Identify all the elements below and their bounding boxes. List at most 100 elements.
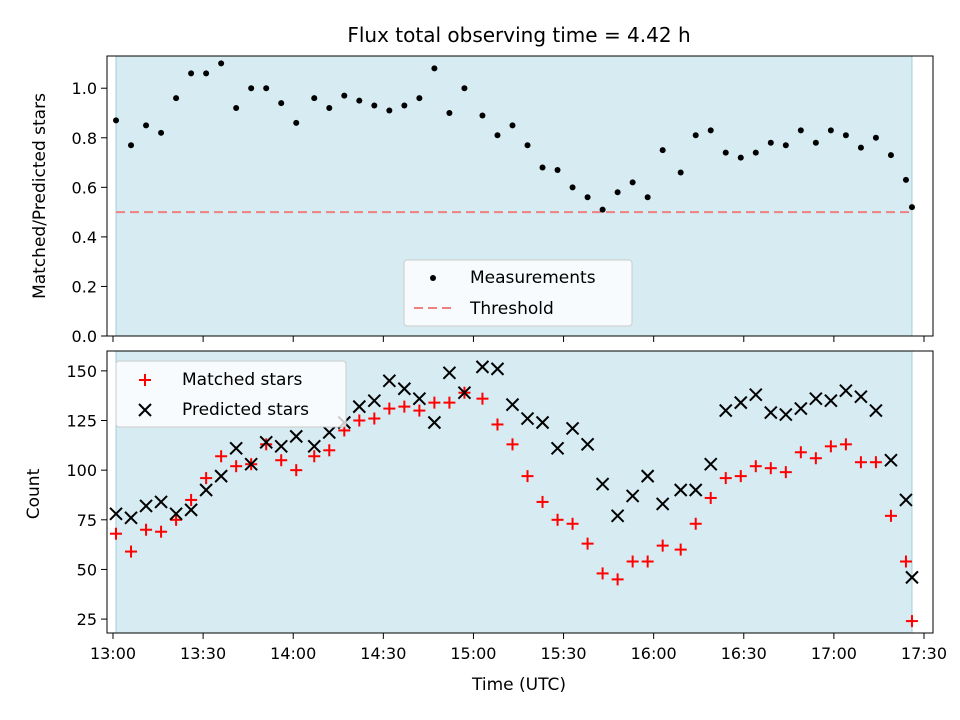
matched-point bbox=[140, 523, 153, 536]
predicted-point bbox=[535, 415, 550, 430]
y-tick-label: 1.0 bbox=[72, 79, 97, 98]
matched-point bbox=[884, 509, 897, 522]
y-tick-label: 0.8 bbox=[72, 129, 97, 148]
measurement-point bbox=[248, 85, 255, 92]
matched-point bbox=[323, 444, 336, 457]
matched-point bbox=[656, 539, 669, 552]
matched-point bbox=[824, 440, 837, 453]
measurement-point bbox=[431, 65, 438, 72]
legend-marker-predicted bbox=[138, 403, 152, 417]
predicted-point-b bbox=[689, 483, 703, 497]
predicted-point bbox=[520, 411, 535, 426]
measurement-point bbox=[569, 184, 576, 191]
predicted-point bbox=[905, 570, 919, 585]
predicted-point-b bbox=[322, 425, 336, 440]
predicted-point-b bbox=[824, 393, 838, 408]
legend-box bbox=[115, 360, 347, 428]
predicted-point bbox=[565, 421, 580, 436]
measurement-point bbox=[902, 176, 909, 183]
matched-point bbox=[905, 615, 918, 628]
predicted-point-b bbox=[640, 469, 655, 483]
predicted-point-b bbox=[154, 495, 168, 509]
predicted-point bbox=[839, 384, 853, 398]
x-tick-label: 17:30 bbox=[901, 644, 947, 663]
predicted-point bbox=[673, 483, 688, 497]
predicted-point bbox=[734, 395, 748, 410]
predicted-point bbox=[824, 393, 838, 408]
legend-marker-predicted-b bbox=[138, 403, 152, 417]
predicted-point-b bbox=[199, 483, 213, 497]
matched-point bbox=[230, 460, 243, 473]
legend-box bbox=[403, 259, 633, 327]
matched-point bbox=[506, 438, 519, 451]
predicted-point bbox=[854, 389, 868, 404]
x-tick-label: 13:30 bbox=[180, 644, 226, 663]
matched-point bbox=[869, 456, 882, 469]
predicted-point bbox=[169, 507, 183, 521]
predicted-point-b bbox=[490, 362, 505, 376]
measurement-point bbox=[584, 194, 591, 201]
predicted-point-b bbox=[779, 407, 793, 422]
predicted-point-b bbox=[580, 437, 595, 452]
matched-point bbox=[290, 464, 303, 477]
measurement-point bbox=[629, 179, 636, 186]
predicted-point bbox=[259, 435, 273, 450]
predicted-point-b bbox=[184, 503, 198, 517]
x-tick-label: 16:00 bbox=[631, 644, 677, 663]
predicted-point-b bbox=[397, 382, 412, 396]
matched-point bbox=[275, 454, 288, 467]
predicted-point-b bbox=[610, 509, 625, 523]
bottom-panel: 25 50 75 100 125 150 13:00 13:30 14:00 14:30 15:00… bbox=[66, 350, 947, 663]
predicted-point-b bbox=[884, 453, 898, 467]
measurement-point bbox=[188, 70, 195, 77]
measurement-point bbox=[812, 139, 819, 146]
matched-point bbox=[734, 470, 747, 483]
matched-point bbox=[719, 472, 732, 485]
matched-point bbox=[566, 517, 579, 530]
matched-point bbox=[185, 493, 198, 506]
matched-point bbox=[779, 466, 792, 479]
predicted-point-b bbox=[244, 457, 258, 471]
matched-point bbox=[383, 402, 396, 415]
predicted-point-b bbox=[535, 415, 550, 430]
predicted-point bbox=[689, 483, 703, 497]
predicted-point-b bbox=[214, 469, 228, 483]
predicted-point-b bbox=[259, 435, 273, 450]
measurement-point bbox=[509, 122, 516, 129]
matched-point bbox=[353, 414, 366, 427]
measurement-point bbox=[326, 105, 333, 112]
predicted-point-b bbox=[854, 389, 868, 404]
x-axis-label: Time (UTC) bbox=[471, 675, 566, 695]
predicted-point bbox=[307, 439, 321, 454]
matched-point bbox=[839, 438, 852, 451]
matched-point bbox=[704, 491, 717, 504]
matched-point bbox=[689, 517, 702, 530]
matched-point bbox=[125, 545, 138, 558]
predicted-point-b bbox=[869, 403, 883, 418]
matched-point bbox=[443, 396, 456, 409]
matched-point bbox=[581, 537, 594, 550]
matched-point bbox=[413, 404, 426, 417]
x-tick-label: 14:00 bbox=[270, 644, 316, 663]
y-tick-label: 0.0 bbox=[72, 327, 97, 346]
predicted-point-b bbox=[307, 439, 321, 454]
matched-point bbox=[398, 400, 411, 413]
predicted-point bbox=[274, 439, 288, 454]
matched-point bbox=[155, 525, 168, 538]
measurement-point bbox=[278, 100, 285, 107]
matched-point bbox=[215, 450, 228, 463]
predicted-point bbox=[610, 509, 625, 523]
predicted-point-b bbox=[734, 395, 748, 410]
predicted-point-b bbox=[139, 499, 153, 513]
predicted-point bbox=[655, 497, 670, 511]
predicted-point bbox=[779, 407, 793, 422]
matched-point bbox=[491, 418, 504, 431]
predicted-point-b bbox=[367, 393, 382, 408]
predicted-point bbox=[595, 477, 610, 491]
y-tick-label: 0.4 bbox=[72, 228, 97, 247]
predicted-point-b bbox=[442, 366, 457, 380]
predicted-point-b bbox=[565, 421, 580, 436]
predicted-point-b bbox=[550, 441, 565, 456]
matched-point bbox=[536, 495, 549, 508]
legend-label-threshold: Threshold bbox=[469, 299, 554, 319]
